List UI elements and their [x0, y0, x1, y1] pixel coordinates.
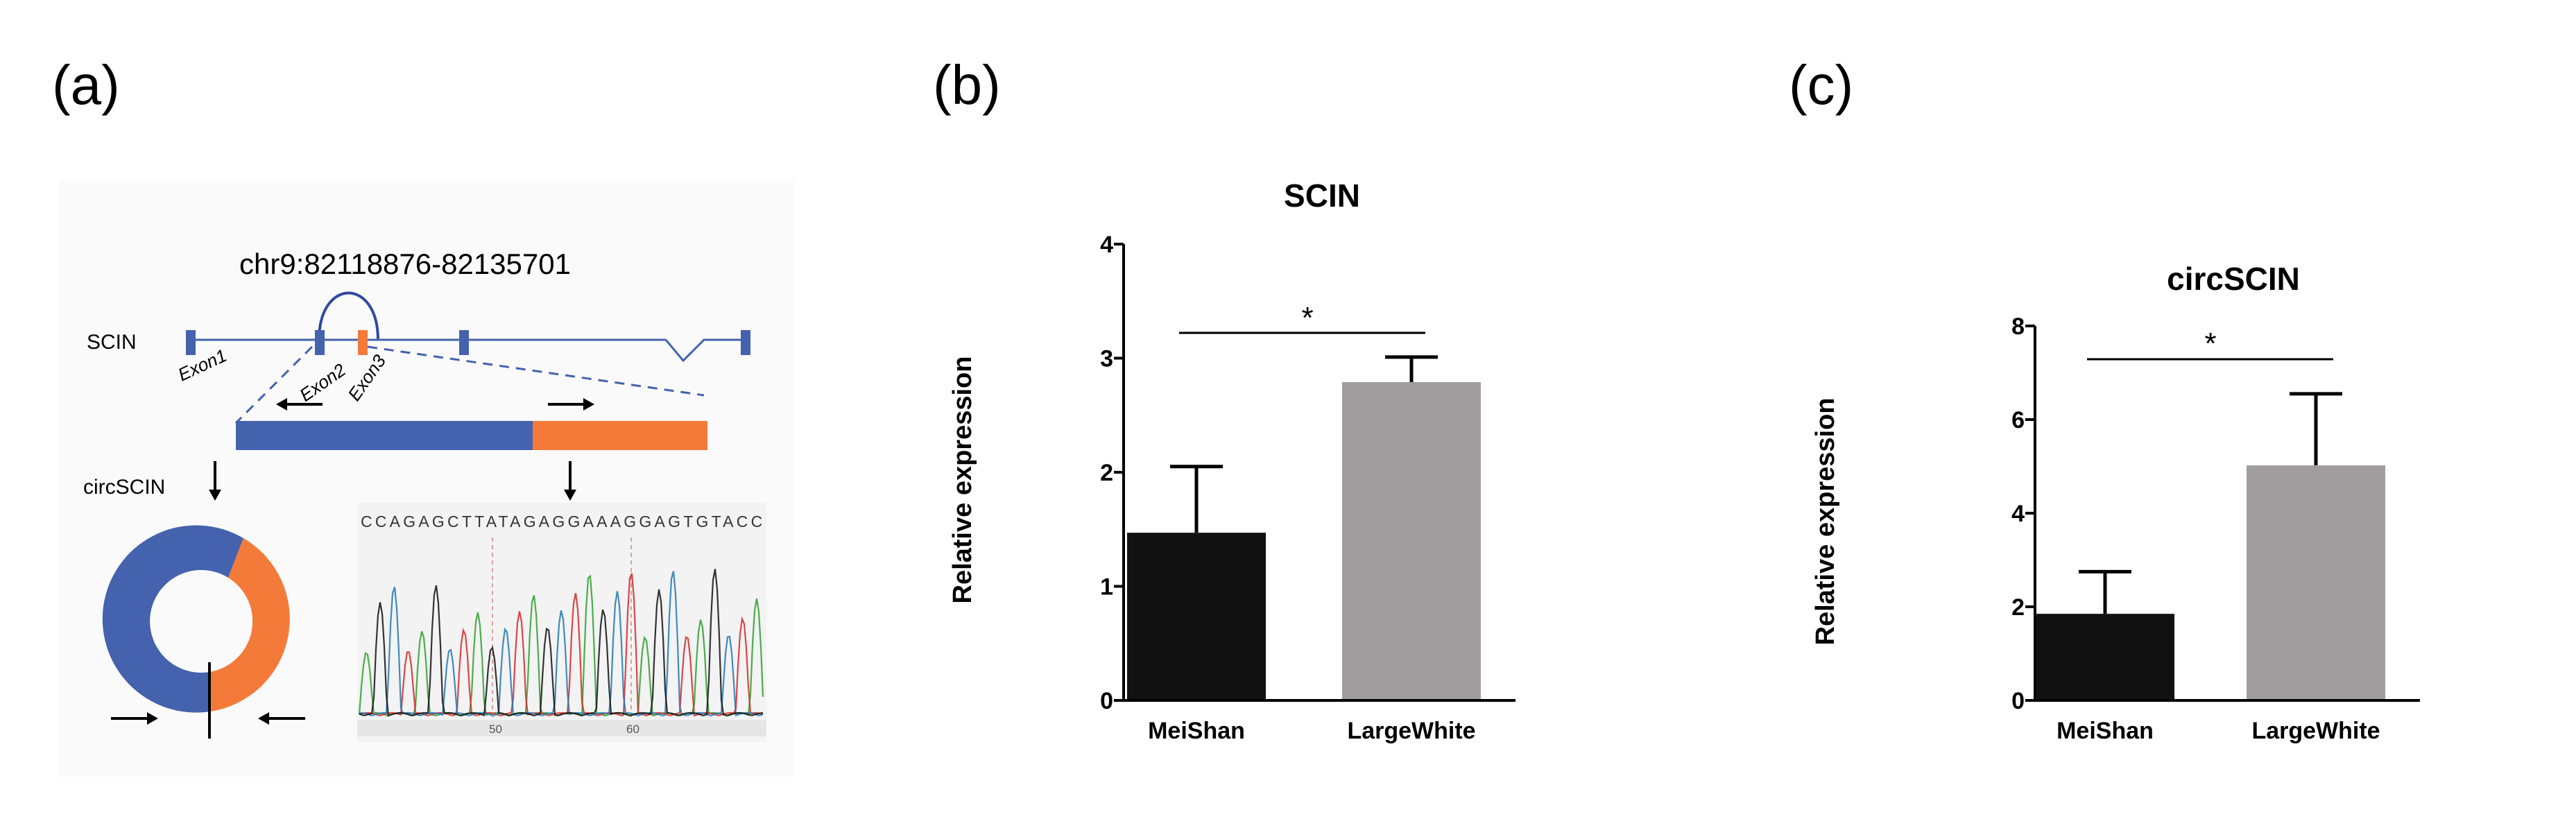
junction-bar-orange: [533, 421, 707, 450]
y-axis-label: Relative expression: [948, 356, 977, 604]
junction-bar-blue: [236, 421, 533, 450]
primer-arrow-left-head: [276, 398, 287, 411]
circ-primer-left-head: [147, 712, 158, 725]
y-tick-label-1: 1: [1100, 574, 1113, 601]
y-tick-label-4: 4: [2011, 501, 2025, 527]
bar-meishan: [2036, 614, 2174, 700]
gene-label: SCIN: [87, 331, 137, 354]
y-tick-label-0: 0: [1100, 688, 1113, 714]
gene-intron-dip: [664, 338, 749, 363]
panel-b: (b) SCIN Relative expression MeiShan Lar…: [933, 54, 1515, 744]
bar-largewhite: [2247, 465, 2385, 700]
bar-largewhite: [1342, 382, 1481, 700]
trace-position-50: 50: [489, 723, 502, 736]
primer-arrow-right-head: [583, 398, 594, 411]
down-arrow-circ-head: [209, 490, 221, 501]
chart-title: SCIN: [1284, 178, 1360, 214]
chromatogram-background: [357, 503, 766, 742]
significance-star: *: [1301, 301, 1313, 335]
chart-scin: SCIN Relative expression MeiShan LargeWh…: [948, 178, 1515, 744]
y-tick-label-2: 2: [1100, 460, 1113, 486]
circ-label: circSCIN: [83, 476, 165, 499]
zoom-line-right: [367, 345, 705, 397]
exon4-block: [459, 330, 469, 355]
exon1-block: [186, 330, 196, 355]
panel-c-label: (c): [1789, 54, 1853, 116]
x-tick-label-meishan: MeiShan: [2056, 718, 2154, 744]
exon5-block: [741, 330, 750, 355]
y-axis-label: Relative expression: [1811, 398, 1840, 646]
chart-title: circSCIN: [2167, 261, 2300, 297]
bar-meishan: [1127, 533, 1266, 700]
chromatogram-traces: [358, 569, 764, 717]
chromatogram-sequence: CCAGAGCTTATAGAGGAAAGGAGTGTACC: [361, 512, 766, 531]
panel-a-label: (a): [52, 54, 120, 116]
y-tick-label-3: 3: [1100, 346, 1113, 372]
locus-label: chr9:82118876-82135701: [239, 248, 571, 280]
chart-circscin: circSCIN Relative expression MeiShan Lar…: [1811, 261, 2420, 744]
y-tick-label-2: 2: [2011, 594, 2025, 621]
x-tick-label-largewhite: LargeWhite: [1347, 718, 1475, 744]
zoom-line-left: [234, 345, 314, 424]
chromatogram: CCAGAGCTTATAGAGGAAAGGAGTGTACC 50 60: [357, 503, 766, 742]
y-tick-label-4: 4: [1100, 232, 1113, 258]
exon2-block: [315, 330, 325, 355]
x-tick-label-largewhite: LargeWhite: [2251, 718, 2380, 744]
down-arrow-seq-head: [564, 490, 576, 501]
panel-b-label: (b): [933, 54, 1001, 116]
circ-ring-blue: [102, 525, 243, 713]
trace-black: [359, 569, 764, 717]
circ-ring-orange: [209, 538, 290, 712]
panel-a: (a) chr9:82118876-82135701 SCIN Exon1 Ex…: [52, 54, 794, 777]
chromatogram-axis-strip: [357, 720, 766, 736]
y-tick-label-0: 0: [2011, 688, 2025, 714]
significance-star: *: [2204, 327, 2216, 361]
y-tick-label-6: 6: [2011, 407, 2025, 433]
y-tick-label-8: 8: [2011, 313, 2025, 340]
back-splice-arc: [318, 291, 379, 340]
trace-position-60: 60: [626, 723, 639, 736]
panel-c: (c) circSCIN Relative expression MeiShan…: [1789, 54, 2420, 744]
x-tick-label-meishan: MeiShan: [1148, 718, 1245, 744]
circ-primer-right-head: [258, 712, 269, 725]
trace-red: [359, 573, 764, 717]
exon3-block: [358, 330, 368, 355]
